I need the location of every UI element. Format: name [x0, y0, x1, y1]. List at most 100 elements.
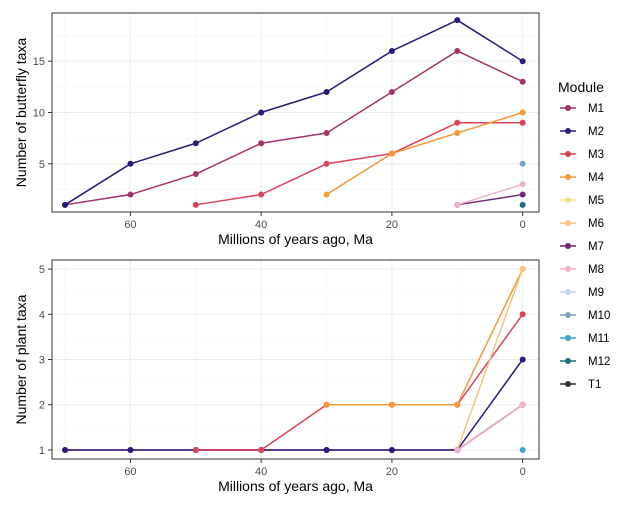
- data-point-m1: [519, 78, 526, 85]
- data-point-m3: [192, 446, 199, 453]
- series-line-m6: [456, 268, 524, 451]
- legend-item: T1: [560, 379, 601, 391]
- data-point-m10: [519, 160, 526, 167]
- x-tick-label: 0: [520, 219, 526, 231]
- legend-label: M10: [588, 310, 610, 322]
- y-axis-title: Number of butterfly taxa: [13, 38, 29, 188]
- series-line-m3: [195, 122, 523, 206]
- legend-key-point: [565, 266, 571, 272]
- data-point-m2: [388, 446, 395, 453]
- data-point-m6: [519, 266, 526, 273]
- legend-item: M4: [560, 172, 605, 184]
- data-point-m4: [388, 401, 395, 408]
- data-point-m2: [62, 201, 69, 208]
- data-point-m3: [192, 201, 199, 208]
- series-m3: [192, 119, 526, 208]
- legend-label: M6: [588, 218, 604, 230]
- data-point-m2: [192, 140, 199, 147]
- series-m2: [62, 17, 526, 208]
- legend-key-point: [565, 335, 571, 341]
- legend-label: M3: [588, 149, 604, 161]
- series-line-m8: [456, 404, 524, 451]
- legend-key-point: [565, 174, 571, 180]
- data-point-m7: [519, 191, 526, 198]
- legend-label: T1: [588, 379, 601, 391]
- legend-item: M10: [560, 310, 610, 322]
- series-line-m2: [65, 359, 524, 451]
- data-point-m2: [388, 47, 395, 54]
- data-point-m1: [127, 191, 134, 198]
- panel-border: [51, 259, 540, 460]
- x-tick-label: 0: [520, 466, 526, 478]
- legend-key-point: [565, 381, 571, 387]
- y-tick-label: 3: [39, 355, 45, 367]
- legend-key-point: [565, 105, 571, 111]
- data-point-m3: [258, 191, 265, 198]
- series-line-m1: [64, 50, 523, 206]
- data-point-m4: [388, 150, 395, 157]
- data-point-m8: [519, 401, 526, 408]
- legend-key-point: [565, 128, 571, 134]
- y-tick-label: 2: [39, 400, 45, 412]
- series-line-m2: [64, 19, 524, 206]
- data-point-m1: [388, 88, 395, 95]
- series-m8: [454, 401, 526, 453]
- legend-item: M3: [560, 149, 604, 161]
- legend-item: M9: [560, 287, 604, 299]
- legend-item: M1: [560, 103, 604, 115]
- data-point-m2: [127, 446, 134, 453]
- series-m11: [519, 446, 526, 453]
- y-tick-label: 1: [39, 445, 45, 457]
- legend-key-point: [565, 358, 571, 364]
- legend-key-point: [565, 151, 571, 157]
- legend-item: M12: [560, 356, 610, 368]
- butterfly-panel: 60 40 20 0 5 10 15 Millions of years ago, Ma Num…: [13, 12, 540, 247]
- series-m8: [454, 181, 526, 208]
- legend-label: M5: [588, 195, 604, 207]
- data-point-m2: [323, 88, 330, 95]
- series-m4: [323, 109, 526, 198]
- data-point-m2: [519, 58, 526, 65]
- y-tick-label: 10: [33, 108, 45, 120]
- x-tick-label: 60: [124, 219, 136, 231]
- data-point-m11: [519, 446, 526, 453]
- data-point-m2: [323, 446, 330, 453]
- plant-panel: 60 40 20 0 1 2 3 4 5 Millions of years ago, Ma Num…: [13, 259, 540, 494]
- legend-label: M2: [588, 126, 604, 138]
- y-tick-label: 5: [39, 264, 45, 276]
- x-tick-label: 20: [386, 466, 398, 478]
- data-point-m2: [454, 17, 461, 24]
- legend-title: Module: [558, 79, 604, 95]
- legend-key-point: [565, 289, 571, 295]
- data-point-m3: [454, 119, 461, 126]
- data-point-m2: [127, 160, 134, 167]
- data-point-m1: [258, 140, 265, 147]
- data-point-m4: [454, 130, 461, 137]
- data-point-m12: [519, 201, 526, 208]
- legend-item: M2: [560, 126, 604, 138]
- legend-key-point: [565, 220, 571, 226]
- legend-item: M5: [560, 195, 604, 207]
- series-line-m4: [326, 111, 523, 196]
- series-line-m8: [457, 183, 523, 206]
- data-point-m2: [62, 446, 69, 453]
- legend-label: M12: [588, 356, 610, 368]
- series-m10: [519, 160, 526, 167]
- series-line-m7: [457, 193, 523, 206]
- legend-label: M1: [588, 103, 604, 115]
- data-point-m2: [258, 109, 265, 116]
- data-point-m4: [454, 401, 461, 408]
- legend-key-point: [565, 243, 571, 249]
- legend-label: M7: [588, 241, 604, 253]
- data-point-m4: [323, 401, 330, 408]
- data-point-m1: [454, 47, 461, 54]
- series-m12: [519, 201, 526, 208]
- y-axis-title: Number of plant taxa: [13, 294, 29, 424]
- data-point-m4: [323, 191, 330, 198]
- legend-item: M7: [560, 241, 604, 253]
- legend-key-point: [565, 312, 571, 318]
- data-point-m4: [519, 109, 526, 116]
- y-tick-label: 4: [39, 309, 45, 321]
- legend-item: M11: [560, 333, 610, 345]
